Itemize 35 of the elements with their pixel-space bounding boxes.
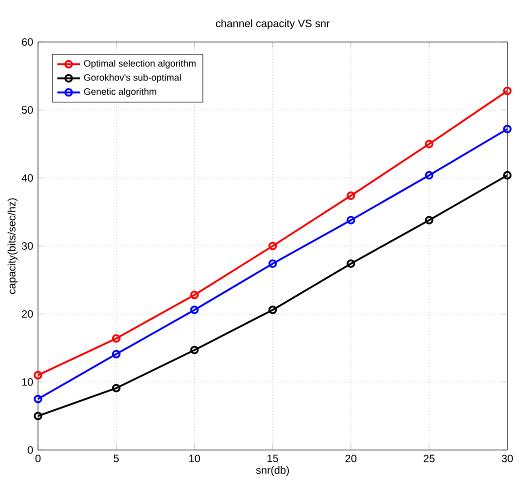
x-tick-label: 10 [189, 454, 200, 462]
point [268, 306, 277, 314]
point [346, 216, 356, 224]
point [268, 242, 277, 250]
point [112, 384, 120, 392]
y-tick-label: 30 [22, 242, 33, 250]
legend-label: Genetic algorithm [84, 88, 156, 97]
point [424, 140, 434, 148]
x-tick-label: 25 [424, 454, 435, 462]
point [424, 171, 434, 180]
point [190, 346, 199, 354]
x-tick-label: 20 [346, 454, 356, 462]
y-axis-title: capacity(bits/sec/hz) [8, 198, 18, 294]
point [190, 290, 199, 300]
point [424, 216, 434, 224]
y-tick-label: 10 [22, 378, 33, 386]
y-tick-label: 0 [28, 446, 33, 454]
y-tick-label: 50 [22, 106, 33, 114]
x-tick-label: 5 [114, 454, 119, 462]
x-axis-title: snr(db) [256, 466, 289, 476]
point [346, 259, 356, 268]
x-tick-label: 30 [502, 454, 513, 462]
y-tick-label: 60 [22, 38, 33, 46]
chart-title: channel capacity VS snr [216, 19, 330, 30]
y-tick-label: 20 [22, 310, 33, 318]
point [268, 259, 277, 268]
legend-label: Gorokhov's sub-optimal [84, 74, 181, 83]
x-tick-label: 0 [35, 454, 41, 462]
x-tick-label: 15 [268, 454, 278, 462]
point [112, 334, 120, 343]
point [112, 350, 120, 358]
y-tick-label: 40 [22, 174, 33, 182]
legend-label: Optimal selection algorithm [84, 60, 196, 69]
point [190, 306, 199, 314]
point [346, 191, 356, 200]
